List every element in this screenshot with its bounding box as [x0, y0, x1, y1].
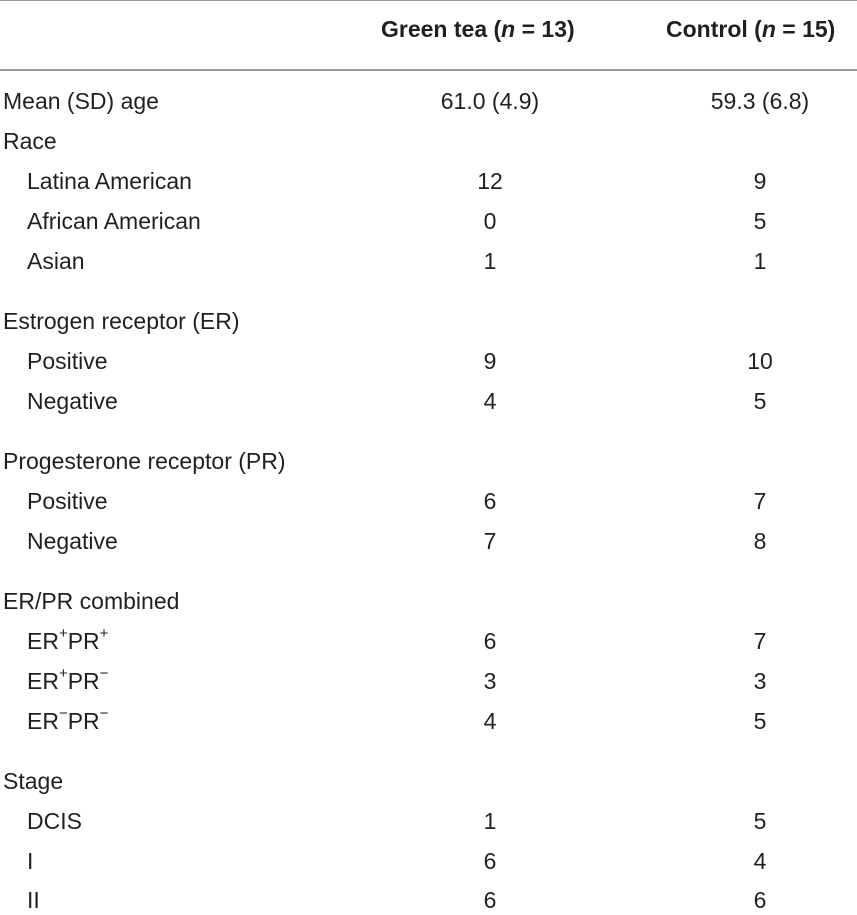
row-label: Negative [27, 388, 118, 414]
control-value: 5 [753, 808, 767, 834]
row-label: II [27, 887, 40, 913]
row-label: I [27, 848, 34, 874]
section-label: Stage [3, 768, 64, 794]
green-tea-value: 3 [483, 668, 497, 694]
control-column-header: Control (n = 15) [666, 16, 835, 43]
table-row: Negative 4 5 [0, 386, 857, 416]
table-row: II 6 6 [0, 885, 857, 915]
control-value: 3 [753, 668, 767, 694]
section-label: ER/PR combined [3, 588, 180, 614]
row-label: ER+PR− [27, 665, 109, 694]
table-row: African American 0 5 [0, 206, 857, 236]
control-value: 5 [753, 208, 767, 234]
table-row: ER+PR+ 6 7 [0, 626, 857, 656]
row-label: ER+PR+ [27, 625, 109, 654]
section-label: Race [3, 128, 57, 154]
control-value: 6 [753, 887, 767, 913]
green-tea-value: 4 [483, 388, 497, 414]
green-tea-value: 4 [483, 708, 497, 734]
row-label: Mean (SD) age [3, 88, 159, 114]
table-row: Asian 1 1 [0, 246, 857, 276]
table-row: ER−PR− 4 5 [0, 706, 857, 736]
row-label: Asian [27, 248, 85, 274]
row-label: Positive [27, 348, 108, 374]
control-value: 8 [753, 528, 767, 554]
control-value: 59.3 (6.8) [710, 88, 810, 114]
table-row: Latina American 12 9 [0, 166, 857, 196]
green-tea-value: 7 [483, 528, 497, 554]
green-tea-value: 12 [477, 168, 503, 194]
row-label: DCIS [27, 808, 82, 834]
table-row: Estrogen receptor (ER) [0, 306, 857, 336]
green-tea-value: 6 [483, 628, 497, 654]
table-row: ER+PR− 3 3 [0, 666, 857, 696]
control-value: 9 [753, 168, 767, 194]
row-label: African American [27, 208, 201, 234]
green-tea-value: 1 [483, 248, 497, 274]
control-value: 1 [753, 248, 767, 274]
table-row: Positive 9 10 [0, 346, 857, 376]
section-label: Progesterone receptor (PR) [3, 448, 286, 474]
row-label: Positive [27, 488, 108, 514]
control-value: 7 [753, 628, 767, 654]
row-label: ER−PR− [27, 705, 109, 734]
table-row: DCIS 1 5 [0, 806, 857, 836]
green-tea-value: 6 [483, 887, 497, 913]
header-rule [0, 69, 857, 71]
table-row: Race [0, 126, 857, 156]
control-value: 4 [753, 848, 767, 874]
table-row: I 6 4 [0, 846, 857, 876]
table-top-rule [0, 0, 857, 1]
control-value: 10 [747, 348, 773, 374]
row-label: Latina American [27, 168, 192, 194]
green-tea-column-header: Green tea (n = 13) [381, 16, 575, 43]
table-row: Stage [0, 766, 857, 796]
green-tea-value: 0 [483, 208, 497, 234]
table-row: Positive 6 7 [0, 486, 857, 516]
table-row: ER/PR combined [0, 586, 857, 616]
green-tea-n-value: = 13) [515, 16, 575, 42]
green-tea-value: 9 [483, 348, 497, 374]
green-tea-value: 6 [483, 848, 497, 874]
control-n-symbol: n [761, 16, 776, 42]
green-tea-value: 61.0 (4.9) [440, 88, 540, 114]
table-row: Progesterone receptor (PR) [0, 446, 857, 476]
table-row: Mean (SD) age 61.0 (4.9) 59.3 (6.8) [0, 86, 857, 116]
control-n-value: = 15) [775, 16, 836, 42]
green-tea-n-symbol: n [501, 16, 516, 42]
row-label: Negative [27, 528, 118, 554]
green-tea-header-text: Green tea ( [381, 16, 502, 42]
control-value: 5 [753, 708, 767, 734]
green-tea-value: 1 [483, 808, 497, 834]
control-header-text: Control ( [666, 16, 762, 42]
table-row: Negative 7 8 [0, 526, 857, 556]
control-value: 5 [753, 388, 767, 414]
section-label: Estrogen receptor (ER) [3, 308, 240, 334]
control-value: 7 [753, 488, 767, 514]
green-tea-value: 6 [483, 488, 497, 514]
